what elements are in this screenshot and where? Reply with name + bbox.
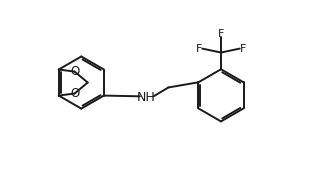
Text: F: F xyxy=(218,29,224,39)
Text: NH: NH xyxy=(137,91,156,104)
Text: F: F xyxy=(240,44,247,54)
Text: F: F xyxy=(196,44,202,54)
Text: O: O xyxy=(70,88,79,101)
Text: O: O xyxy=(70,65,79,78)
